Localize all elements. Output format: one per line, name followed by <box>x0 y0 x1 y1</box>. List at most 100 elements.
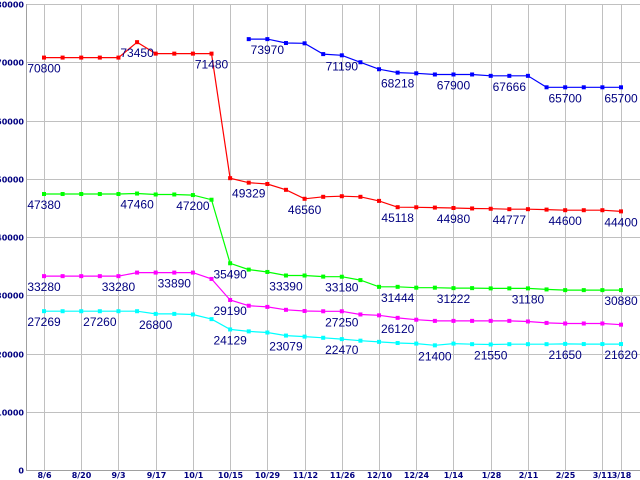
data-label-red: 49329 <box>232 187 266 201</box>
data-point-magenta <box>302 308 307 313</box>
data-point-green <box>190 193 195 198</box>
x-tick-label: 3/18 <box>612 471 632 480</box>
data-point-magenta <box>339 309 344 314</box>
data-point-green <box>116 192 121 197</box>
data-point-blue <box>600 85 605 90</box>
data-point-cyan <box>42 309 46 314</box>
data-point-green <box>60 192 65 197</box>
data-point-blue <box>619 85 623 90</box>
data-label-blue: 65700 <box>548 91 582 105</box>
data-label-green: 47460 <box>120 198 154 212</box>
data-point-cyan <box>209 317 214 322</box>
data-label-red: 70800 <box>27 62 61 76</box>
data-point-blue <box>414 71 419 76</box>
data-point-green <box>619 288 623 293</box>
data-point-red <box>414 205 419 210</box>
data-point-red <box>246 180 251 185</box>
data-point-cyan <box>339 337 344 342</box>
data-point-blue <box>525 73 530 78</box>
data-label-cyan: 21550 <box>474 348 508 362</box>
data-point-cyan <box>228 327 233 332</box>
data-point-blue <box>358 60 363 65</box>
grid <box>26 4 640 470</box>
data-point-red <box>283 187 288 192</box>
data-point-red <box>172 51 177 56</box>
data-point-green <box>283 273 288 278</box>
x-tick-label: 9/3 <box>111 471 125 480</box>
data-point-cyan <box>619 342 623 347</box>
series-cyan <box>42 309 623 348</box>
data-point-red <box>451 205 456 210</box>
data-label-cyan: 27269 <box>27 315 61 329</box>
data-label-magenta: 29190 <box>213 304 247 318</box>
x-tick-label: 10/29 <box>255 471 281 480</box>
data-point-green <box>432 285 437 290</box>
data-point-cyan <box>265 330 270 335</box>
data-point-green <box>79 192 84 197</box>
data-label-magenta: 33280 <box>27 280 61 294</box>
data-point-magenta <box>432 318 437 323</box>
series-red <box>42 40 623 214</box>
data-label-magenta: 26120 <box>381 322 415 336</box>
data-point-magenta <box>321 309 326 314</box>
data-point-magenta <box>451 318 456 323</box>
data-point-cyan <box>432 343 437 348</box>
data-point-green <box>544 287 549 292</box>
data-point-cyan <box>563 341 568 346</box>
data-label-green: 35490 <box>213 267 247 281</box>
data-point-green <box>377 284 382 289</box>
data-point-green <box>488 286 493 291</box>
data-point-cyan <box>507 342 512 347</box>
series-line-cyan <box>44 310 621 346</box>
data-point-magenta <box>135 270 140 275</box>
data-point-cyan <box>395 341 400 346</box>
data-label-green: 33180 <box>325 281 359 295</box>
x-tick-label: 12/24 <box>404 471 430 480</box>
data-point-blue <box>377 67 382 72</box>
data-point-magenta <box>116 274 121 279</box>
series-group <box>42 37 623 348</box>
data-point-red <box>488 206 493 211</box>
data-point-red <box>470 206 475 211</box>
data-point-cyan <box>377 339 382 344</box>
data-point-magenta <box>377 313 382 318</box>
x-tick-label: 11/12 <box>293 471 318 480</box>
data-label-cyan: 21400 <box>418 349 452 363</box>
data-point-blue <box>246 37 251 42</box>
data-point-green <box>42 192 46 197</box>
data-point-cyan <box>451 341 456 346</box>
data-point-cyan <box>172 311 177 316</box>
data-point-blue <box>283 41 288 46</box>
data-label-cyan: 23079 <box>269 340 303 354</box>
data-point-magenta <box>265 304 270 309</box>
data-labels: 73970 71190 68218 67900 67666 65700 65700 70800… <box>27 43 638 363</box>
x-tick-label: 12/10 <box>367 471 393 480</box>
data-point-magenta <box>395 315 400 320</box>
data-point-cyan <box>79 309 84 314</box>
data-point-blue <box>470 72 475 77</box>
data-point-cyan <box>283 333 288 338</box>
data-point-cyan <box>544 342 549 347</box>
data-point-green <box>97 192 102 197</box>
data-point-red <box>265 181 270 186</box>
data-point-blue <box>321 52 326 57</box>
data-point-blue <box>544 85 549 90</box>
series-magenta <box>42 270 623 327</box>
data-point-green <box>563 288 568 293</box>
x-tick-label: 10/15 <box>218 471 244 480</box>
y-tick-label: 40000 <box>0 234 24 243</box>
data-label-cyan: 22470 <box>325 343 359 357</box>
data-label-cyan: 21620 <box>604 348 638 362</box>
data-point-red <box>619 209 623 214</box>
data-label-red: 44400 <box>604 215 638 229</box>
data-label-blue: 71190 <box>326 59 359 73</box>
data-point-magenta <box>563 321 568 326</box>
data-point-red <box>135 40 140 45</box>
series-line-red <box>44 41 622 212</box>
data-point-cyan <box>246 329 251 334</box>
data-label-green: 33390 <box>269 280 303 294</box>
data-point-blue <box>451 72 456 77</box>
series-line-magenta <box>44 272 622 326</box>
data-point-magenta <box>190 270 195 275</box>
x-tick-label: 11/26 <box>330 471 356 480</box>
